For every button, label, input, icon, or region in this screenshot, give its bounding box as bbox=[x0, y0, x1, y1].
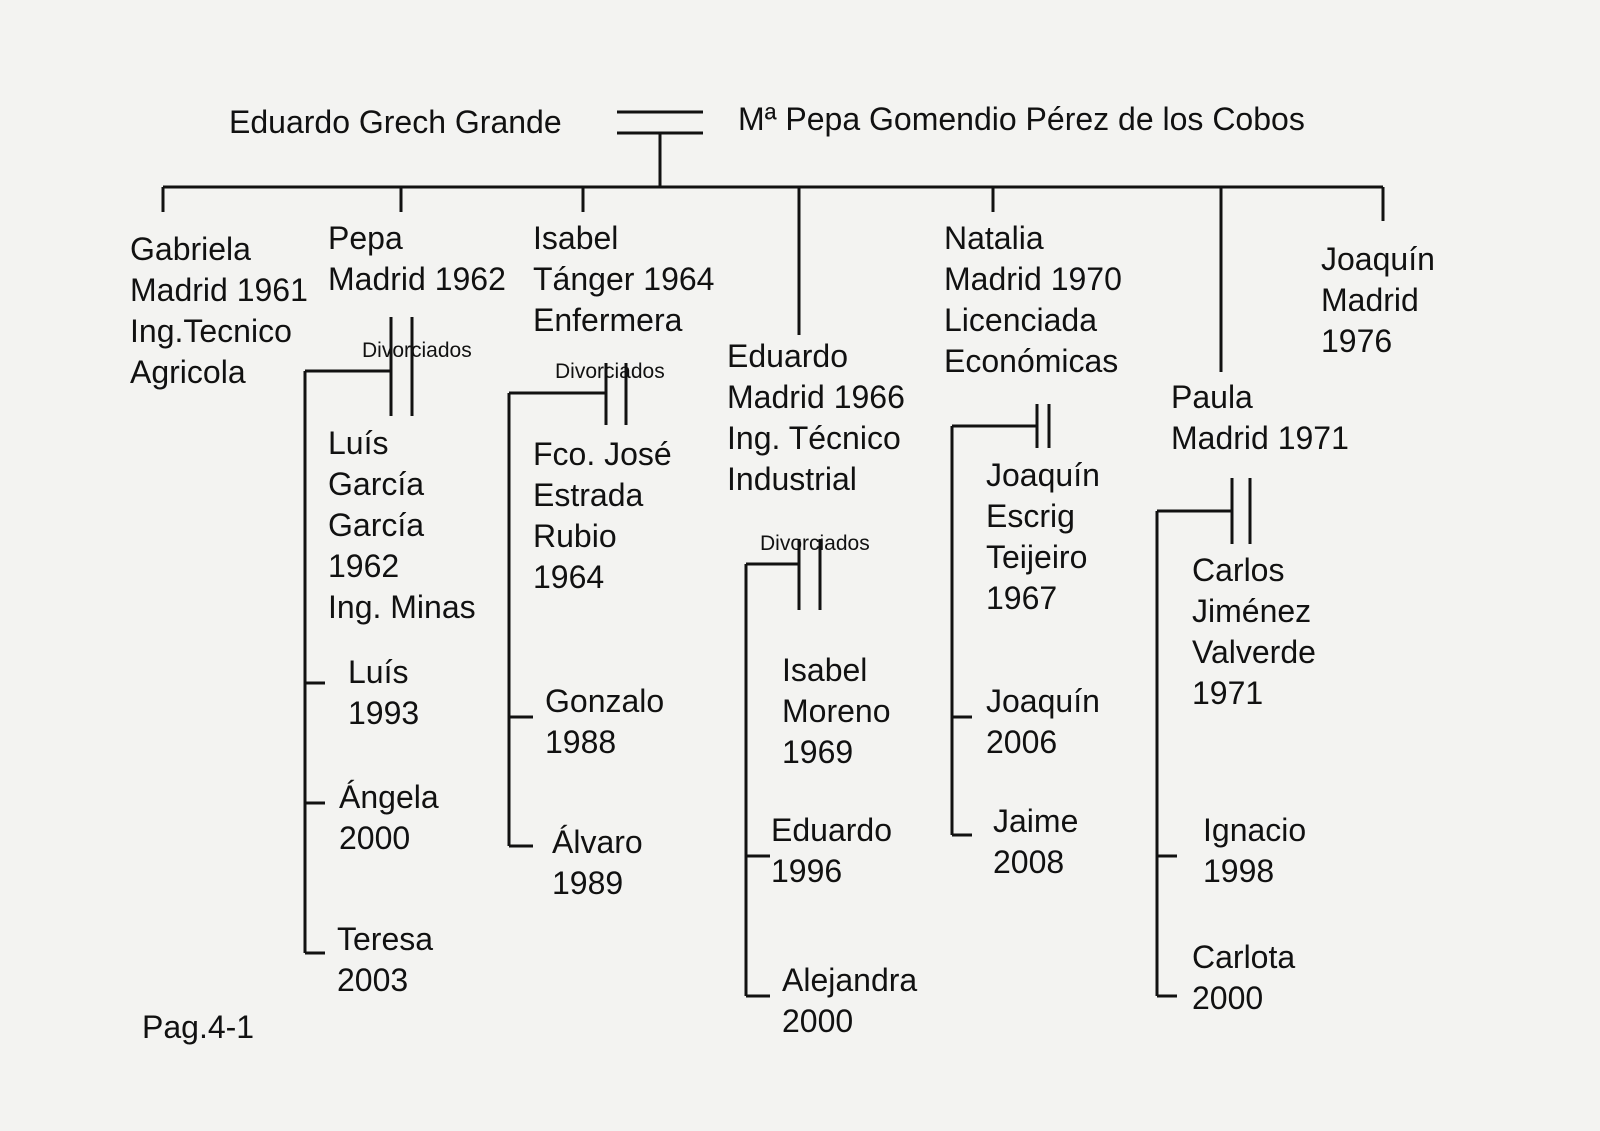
grandchild-eduardo-1: Eduardo 1996 bbox=[771, 810, 892, 892]
spouse-line: Jiménez bbox=[1192, 593, 1312, 629]
spouse-line: 1967 bbox=[986, 580, 1058, 616]
spouse-line: Teijeiro bbox=[986, 539, 1088, 575]
spouse-line: 1971 bbox=[1192, 675, 1264, 711]
isabel-divorce-label: Divorciados bbox=[555, 360, 665, 383]
spouse-line: García bbox=[328, 507, 425, 543]
grandchild-line: 2003 bbox=[337, 962, 409, 998]
grandchild-line: Álvaro bbox=[552, 824, 643, 860]
child-line: Ing.Tecnico bbox=[130, 313, 292, 349]
child-line: Agricola bbox=[130, 354, 246, 390]
eduardo-divorce-label: Divorciados bbox=[760, 532, 870, 555]
spouse-line: Escrig bbox=[986, 498, 1075, 534]
spouse-line: 1964 bbox=[533, 559, 605, 595]
spouse-line: Rubio bbox=[533, 518, 617, 554]
grandchild-pepa-2: Ángela 2000 bbox=[339, 777, 439, 859]
spouse-pepa: Luís García García 1962 Ing. Minas bbox=[328, 423, 476, 628]
child-joaquin: Joaquín Madrid 1976 bbox=[1321, 239, 1435, 362]
grandchild-eduardo-2: Alejandra 2000 bbox=[782, 960, 917, 1042]
grandchild-line: Carlota bbox=[1192, 939, 1296, 975]
grandchild-isabel-2: Álvaro 1989 bbox=[552, 822, 643, 904]
grandchild-isabel-1: Gonzalo 1988 bbox=[545, 681, 664, 763]
child-line: Isabel bbox=[533, 220, 619, 256]
grandchild-line: 2000 bbox=[782, 1003, 854, 1039]
grandchild-line: 2006 bbox=[986, 724, 1058, 760]
grandchild-natalia-2: Jaime 2008 bbox=[993, 801, 1078, 883]
pepa-divorce-label: Divorciados bbox=[362, 339, 472, 362]
child-line: Económicas bbox=[944, 343, 1119, 379]
grandchild-pepa-1: Luís 1993 bbox=[348, 652, 419, 734]
grandchild-paula-2: Carlota 2000 bbox=[1192, 937, 1295, 1019]
spouse-line: Carlos bbox=[1192, 552, 1285, 588]
child-line: Gabriela bbox=[130, 231, 251, 267]
spouse-natalia: Joaquín Escrig Teijeiro 1967 bbox=[986, 455, 1100, 619]
child-line: Pepa bbox=[328, 220, 403, 256]
grandchild-natalia-1: Joaquín 2006 bbox=[986, 681, 1100, 763]
grandchild-line: 1993 bbox=[348, 695, 420, 731]
child-pepa: Pepa Madrid 1962 bbox=[328, 218, 506, 300]
spouse-line: García bbox=[328, 466, 425, 502]
grandchild-line: 2000 bbox=[1192, 980, 1264, 1016]
child-natalia: Natalia Madrid 1970 Licenciada Económica… bbox=[944, 218, 1122, 382]
child-line: Tánger 1964 bbox=[533, 261, 715, 297]
spouse-line: Fco. José bbox=[533, 436, 672, 472]
spouse-paula: Carlos Jiménez Valverde 1971 bbox=[1192, 550, 1316, 714]
spouse-line: Valverde bbox=[1192, 634, 1316, 670]
spouse-line: Isabel bbox=[782, 652, 868, 688]
child-line: Enfermera bbox=[533, 302, 683, 338]
child-line: Madrid 1971 bbox=[1171, 420, 1349, 456]
spouse-line: Moreno bbox=[782, 693, 891, 729]
spouse-eduardo: Isabel Moreno 1969 bbox=[782, 650, 891, 773]
child-line: Paula bbox=[1171, 379, 1253, 415]
grandchild-line: Luís bbox=[348, 654, 409, 690]
grandchild-line: Jaime bbox=[993, 803, 1079, 839]
child-line: Industrial bbox=[727, 461, 857, 497]
grandchild-line: 1989 bbox=[552, 865, 624, 901]
spouse-line: Ing. Minas bbox=[328, 589, 476, 625]
child-line: Madrid 1962 bbox=[328, 261, 506, 297]
spouse-line: Joaquín bbox=[986, 457, 1100, 493]
child-paula: Paula Madrid 1971 bbox=[1171, 377, 1349, 459]
grandchild-line: Teresa bbox=[337, 921, 434, 957]
grandchild-line: Ignacio bbox=[1203, 812, 1307, 848]
grandchild-line: 2000 bbox=[339, 820, 411, 856]
child-line: Madrid 1961 bbox=[130, 272, 308, 308]
child-line: Madrid bbox=[1321, 282, 1419, 318]
child-line: Eduardo bbox=[727, 338, 848, 374]
grandchild-line: 2008 bbox=[993, 844, 1065, 880]
grandchild-line: Joaquín bbox=[986, 683, 1100, 719]
child-line: Licenciada bbox=[944, 302, 1097, 338]
child-line: Joaquín bbox=[1321, 241, 1435, 277]
child-line: Madrid 1966 bbox=[727, 379, 905, 415]
grandchild-line: Eduardo bbox=[771, 812, 892, 848]
spouse-line: Luís bbox=[328, 425, 389, 461]
child-eduardo: Eduardo Madrid 1966 Ing. Técnico Industr… bbox=[727, 336, 905, 500]
father-name: Eduardo Grech Grande bbox=[229, 104, 562, 140]
grandchild-line: Alejandra bbox=[782, 962, 918, 998]
grandchild-line: 1998 bbox=[1203, 853, 1275, 889]
grandchild-line: 1996 bbox=[771, 853, 843, 889]
grandchild-line: Ángela bbox=[339, 779, 439, 815]
spouse-line: 1962 bbox=[328, 548, 400, 584]
child-isabel: Isabel Tánger 1964 Enfermera bbox=[533, 218, 714, 341]
child-line: Ing. Técnico bbox=[727, 420, 901, 456]
child-line: Madrid 1970 bbox=[944, 261, 1122, 297]
spouse-isabel: Fco. José Estrada Rubio 1964 bbox=[533, 434, 672, 598]
grandchild-paula-1: Ignacio 1998 bbox=[1203, 810, 1306, 892]
child-line: 1976 bbox=[1321, 323, 1393, 359]
page-label: Pag.4-1 bbox=[142, 1009, 255, 1045]
child-gabriela: Gabriela Madrid 1961 Ing.Tecnico Agricol… bbox=[130, 229, 308, 393]
grandchild-pepa-3: Teresa 2003 bbox=[337, 919, 433, 1001]
child-line: Natalia bbox=[944, 220, 1044, 256]
grandchild-line: 1988 bbox=[545, 724, 617, 760]
grandchild-line: Gonzalo bbox=[545, 683, 665, 719]
spouse-line: Estrada bbox=[533, 477, 644, 513]
mother-name: Mª Pepa Gomendio Pérez de los Cobos bbox=[738, 101, 1305, 137]
spouse-line: 1969 bbox=[782, 734, 854, 770]
